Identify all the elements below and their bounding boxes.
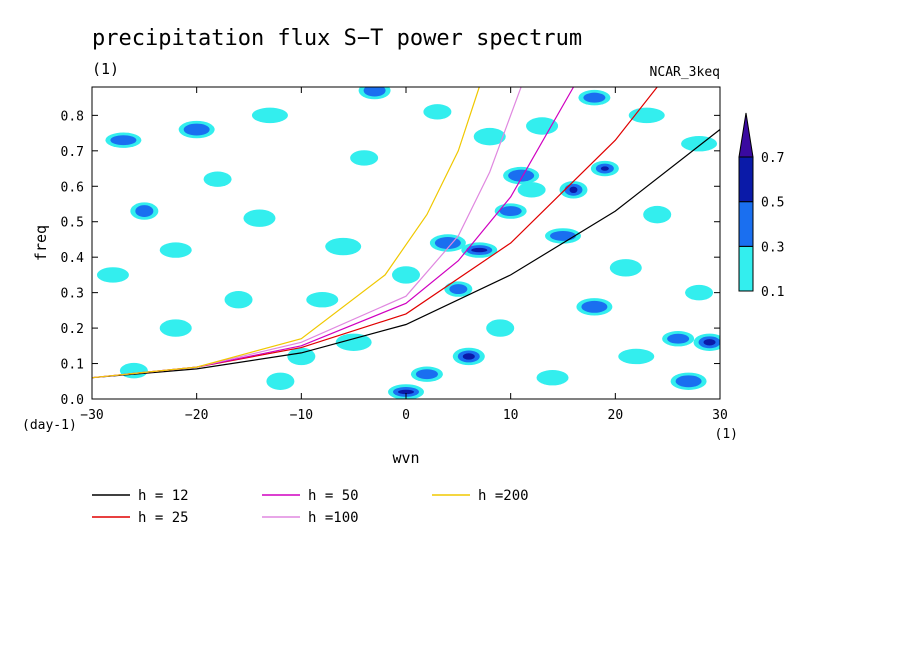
legend-label: h = 25: [138, 510, 189, 526]
contour-blob: [486, 319, 515, 337]
contour-blob: [159, 242, 192, 258]
y-tick-label: 0.3: [61, 287, 84, 302]
y-tick-label: 0.4: [61, 251, 85, 266]
x-tick-label: −30: [80, 408, 103, 423]
dispersion-curves: [91, 86, 721, 379]
y-tick-label: 0.1: [61, 358, 84, 373]
y-axis: 0.0 0.1 0.2 0.3 0.4 0.5 0.6 0.7 0.8: [61, 109, 720, 408]
plot-area: [91, 86, 721, 400]
chart-title: precipitation flux S−T power spectrum: [92, 26, 582, 51]
x-tick-label: 0: [402, 408, 410, 423]
contour-blob: [224, 291, 253, 309]
contour-blob: [243, 209, 276, 227]
contour-blob: [609, 259, 642, 277]
contour-blob: [667, 333, 690, 344]
contour-blob: [703, 339, 716, 346]
contour-blob: [681, 136, 718, 152]
colorbar-label: 0.5: [761, 196, 784, 211]
legend-label: h = 50: [308, 488, 359, 504]
plot-background: [92, 87, 720, 399]
contour-blob: [203, 171, 232, 187]
contour-blob: [251, 107, 288, 124]
contour-blob: [471, 247, 488, 253]
contour-blob: [583, 92, 606, 103]
contour-blob: [363, 87, 386, 97]
legend-label: h =200: [478, 488, 529, 504]
contour-blob: [119, 362, 148, 379]
y-tick-label: 0.7: [61, 145, 84, 160]
contour-blob: [96, 267, 129, 283]
contour-blob: [581, 300, 608, 313]
contour-blob: [526, 117, 559, 135]
contour-blob: [266, 372, 295, 390]
contour-blob: [325, 237, 362, 256]
contour-blob: [462, 353, 475, 360]
y-axis-unit: (day-1): [22, 418, 77, 433]
contour-blob: [600, 166, 609, 171]
colorbar-label: 0.1: [761, 285, 784, 300]
contour-blob: [110, 135, 137, 146]
colorbar-extension: [738, 112, 754, 158]
colorbar-segment: [738, 156, 754, 203]
contour-blob: [675, 375, 702, 388]
contour-blob: [517, 182, 546, 198]
dispersion-curve: [91, 86, 480, 379]
x-axis-unit: (1): [715, 427, 738, 442]
contour-blob: [550, 230, 576, 241]
colorbar-label: 0.3: [761, 240, 784, 255]
colorbar-label: 0.7: [761, 151, 784, 166]
contour-blob: [508, 169, 535, 182]
y-tick-label: 0.2: [61, 322, 84, 337]
colorbar: 0.1 0.3 0.5 0.7: [738, 112, 784, 300]
contour-blob: [159, 319, 192, 337]
legend-label: h = 12: [138, 488, 189, 504]
contour-blob: [569, 186, 578, 194]
x-axis: −30 −20 −10 0 10 20 30: [80, 87, 728, 423]
contour-blob: [183, 123, 210, 136]
y-tick-label: 0.6: [61, 180, 84, 195]
contour-blob: [306, 292, 339, 308]
x-tick-label: −20: [185, 408, 208, 423]
contour-blob: [536, 370, 569, 386]
y-tick-label: 0.0: [61, 393, 84, 408]
contour-blob: [449, 284, 468, 295]
colorbar-segment: [738, 201, 754, 247]
y-axis-label: freq: [32, 225, 50, 261]
contour-blob: [499, 206, 522, 217]
contour-blob: [415, 369, 438, 380]
chart-subtitle-right: NCAR_3keq: [650, 65, 720, 80]
contour-blob: [350, 150, 379, 166]
contour-blob: [335, 333, 372, 351]
contour-blob: [287, 347, 316, 366]
contour-blob: [392, 266, 420, 284]
contour-blob: [423, 104, 452, 120]
contour-blob: [618, 348, 655, 365]
chart-subtitle-left: (1): [92, 60, 119, 78]
contour-blob: [135, 205, 154, 218]
x-tick-label: −10: [290, 408, 313, 423]
x-axis-label: wvn: [392, 449, 419, 467]
y-tick-label: 0.5: [61, 216, 84, 231]
legend: h = 12 h = 25 h = 50 h =100 h =200: [92, 488, 529, 526]
x-tick-label: 10: [503, 408, 519, 423]
x-tick-label: 30: [712, 408, 728, 423]
colorbar-segment: [738, 245, 754, 292]
x-tick-label: 20: [608, 408, 624, 423]
legend-label: h =100: [308, 510, 359, 526]
contour-blob: [398, 389, 414, 395]
contour-blob: [643, 205, 672, 224]
contour-blob: [473, 127, 506, 146]
contour-blob: [685, 284, 714, 301]
dispersion-curve: [91, 129, 721, 379]
y-tick-label: 0.8: [61, 109, 84, 124]
